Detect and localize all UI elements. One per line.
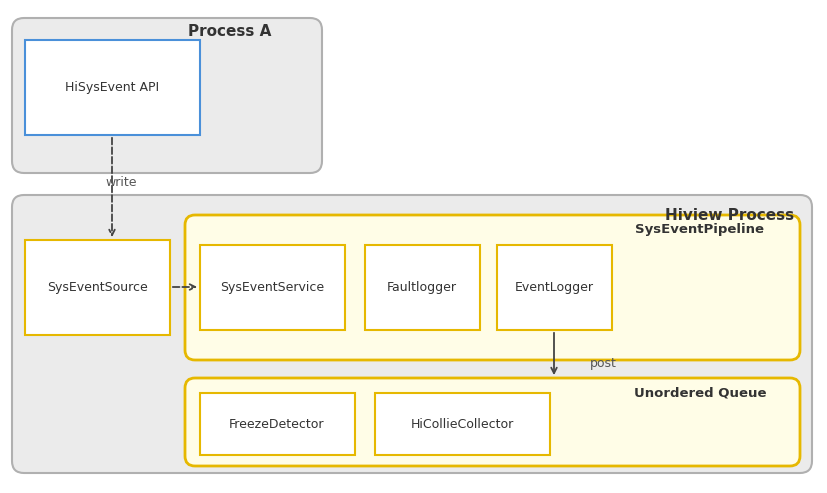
FancyBboxPatch shape [200, 393, 355, 455]
Text: post: post [590, 356, 617, 369]
Text: FreezeDetector: FreezeDetector [229, 418, 325, 430]
FancyBboxPatch shape [12, 195, 812, 473]
Text: Hiview Process: Hiview Process [666, 208, 795, 222]
Text: Unordered Queue: Unordered Queue [633, 387, 767, 399]
FancyBboxPatch shape [185, 215, 800, 360]
Text: HiSysEvent API: HiSysEvent API [65, 80, 159, 94]
Text: SysEventService: SysEventService [220, 281, 324, 293]
Text: Faultlogger: Faultlogger [387, 281, 457, 293]
FancyBboxPatch shape [497, 245, 612, 330]
Text: EventLogger: EventLogger [514, 281, 594, 293]
Text: Process A: Process A [189, 25, 272, 39]
FancyBboxPatch shape [185, 378, 800, 466]
FancyBboxPatch shape [25, 40, 200, 135]
Text: SysEventPipeline: SysEventPipeline [635, 223, 764, 237]
Text: HiCollieCollector: HiCollieCollector [410, 418, 514, 430]
FancyBboxPatch shape [200, 245, 345, 330]
FancyBboxPatch shape [25, 240, 170, 335]
Text: SysEventSource: SysEventSource [46, 281, 147, 293]
FancyBboxPatch shape [365, 245, 480, 330]
FancyBboxPatch shape [375, 393, 550, 455]
Text: write: write [105, 176, 136, 189]
FancyBboxPatch shape [12, 18, 322, 173]
